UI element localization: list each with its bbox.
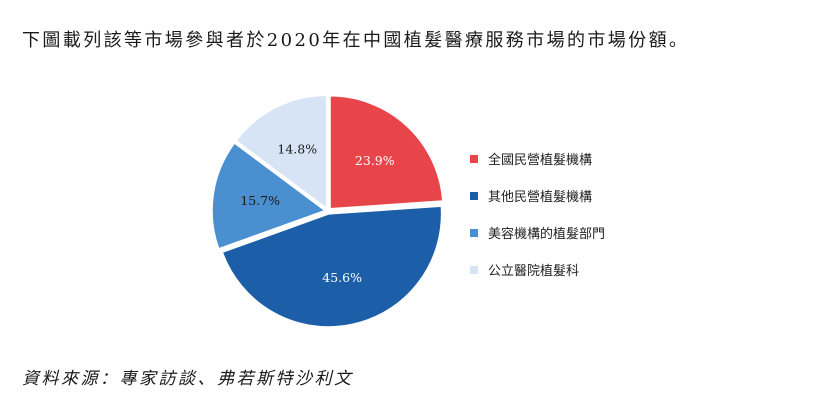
legend-swatch: [470, 228, 478, 237]
legend-label: 美容機構的植髮部門: [488, 227, 606, 242]
legend-label: 其他民營植髮機構: [488, 190, 593, 205]
pie-slice-label: 15.7%: [240, 193, 280, 208]
legend-item: 美容機構的植髮部門: [470, 214, 605, 251]
source-note: 資料來源：專家訪談、弗若斯特沙利文: [22, 369, 354, 389]
pie-slice: [211, 141, 327, 250]
pie-slice-label: 14.8%: [277, 142, 317, 157]
legend-swatch: [470, 265, 478, 274]
chart-legend: 全國民營植髮機構 其他民營植髮機構 美容機構的植髮部門 公立醫院植髮科: [470, 140, 605, 288]
pie-slice-label: 45.6%: [322, 270, 362, 285]
legend-label: 公立醫院植髮科: [488, 264, 580, 279]
legend-item: 公立醫院植髮科: [470, 251, 605, 288]
chart-caption: 下圖載列該等市場參與者於2020年在中國植髮醫療服務市場的市場份額。: [22, 30, 690, 51]
pie-slice: [235, 94, 328, 210]
pie-slice-label: 23.9%: [355, 153, 395, 168]
legend-swatch: [470, 191, 478, 200]
legend-item: 其他民營植髮機構: [470, 177, 605, 214]
legend-swatch: [470, 154, 478, 163]
pie-slice: [221, 205, 443, 328]
legend-label: 全國民營植髮機構: [488, 153, 593, 168]
legend-item: 全國民營植髮機構: [470, 140, 605, 177]
pie-slice: [329, 95, 444, 210]
